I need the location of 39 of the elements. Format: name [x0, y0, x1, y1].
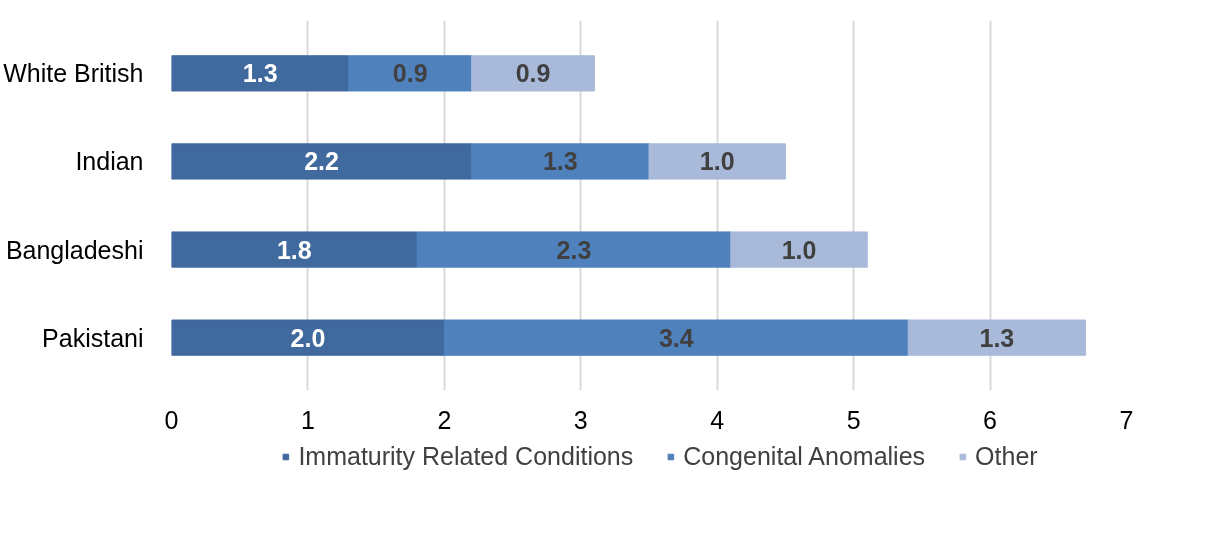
- bar: [648, 143, 786, 180]
- data-label: 2.0: [290, 323, 326, 352]
- bar: [171, 143, 473, 180]
- x-tick-label: 5: [846, 405, 861, 434]
- data-label: 1.3: [979, 323, 1015, 352]
- y-tick-label: Bangladeshi: [5, 235, 144, 264]
- data-label: 0.9: [392, 59, 428, 88]
- data-label: 2.3: [556, 235, 592, 264]
- data-label: 1.3: [242, 59, 278, 88]
- bar: [730, 231, 868, 268]
- legend-label: Other: [975, 441, 1038, 471]
- x-tick-label: 1: [300, 405, 315, 434]
- bar: [171, 319, 445, 356]
- bar: [348, 55, 473, 92]
- bar: [171, 55, 350, 92]
- data-label: 1.0: [699, 147, 735, 176]
- x-tick-label: 7: [1119, 405, 1134, 434]
- y-tick-label: White British: [3, 59, 144, 88]
- x-tick-label: 4: [710, 405, 725, 434]
- legend-label: Congenital Anomalies: [683, 441, 926, 471]
- y-tick-label: Indian: [75, 147, 144, 176]
- x-tick-label: 6: [983, 405, 998, 434]
- data-label: 3.4: [658, 323, 694, 352]
- x-tick-label: 0: [164, 405, 179, 434]
- bar: [443, 319, 909, 356]
- data-label: 0.9: [515, 59, 551, 88]
- data-label: 1.8: [276, 235, 312, 264]
- y-tick-label: Pakistani: [42, 323, 144, 352]
- bar: [471, 143, 650, 180]
- bar: [416, 231, 732, 268]
- legend-label: Immaturity Related Conditions: [298, 441, 634, 471]
- data-label: 1.0: [781, 235, 817, 264]
- bar: [471, 55, 595, 92]
- bar: [907, 319, 1087, 356]
- x-tick-label: 2: [437, 405, 452, 434]
- x-tick-label: 3: [573, 405, 588, 434]
- data-label: 1.3: [542, 147, 578, 176]
- data-label: 2.2: [304, 147, 339, 176]
- bar: [171, 231, 418, 268]
